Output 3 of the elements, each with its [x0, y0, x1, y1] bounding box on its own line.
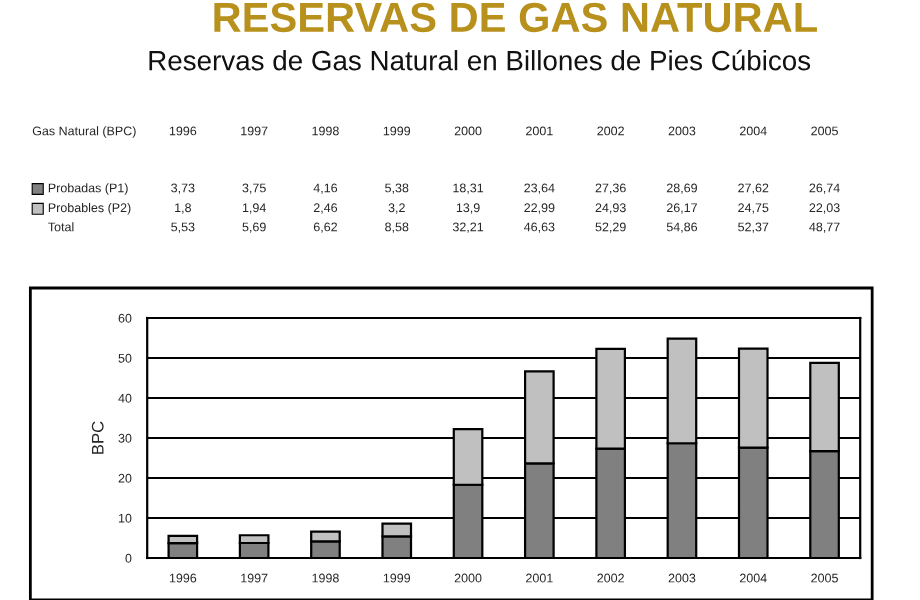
chart-subtitle: Reservas de Gas Natural en Billones de Pies Cúbicos	[149, 49, 811, 71]
chart-title: RESERVAS DE GAS NATURAL	[214, 2, 817, 33]
y-axis-title: BPC	[91, 421, 104, 454]
